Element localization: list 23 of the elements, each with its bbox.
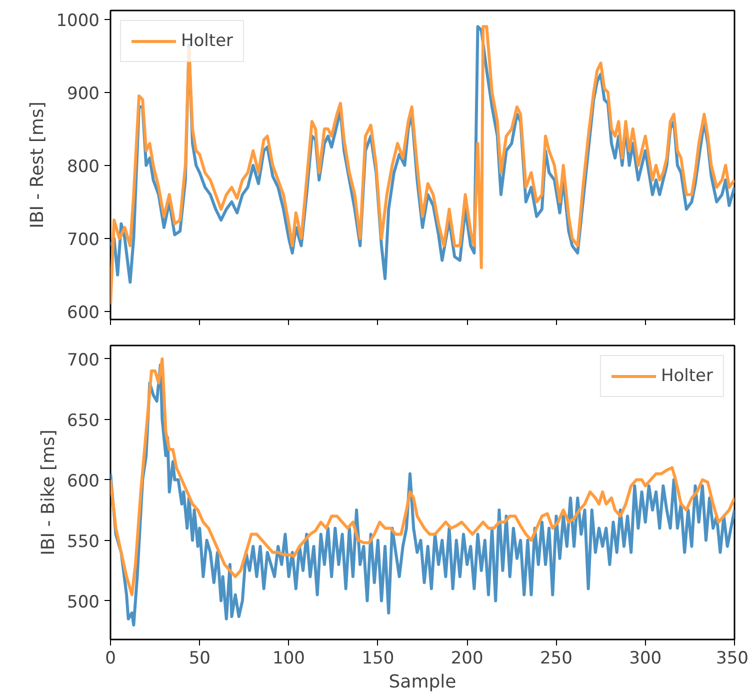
legend-label: Holter — [660, 366, 713, 386]
y-tick-label: 650 — [67, 410, 100, 431]
x-tick-label: 0 — [105, 648, 116, 668]
x-axis-title: Sample — [388, 672, 456, 692]
y-tick-label: 900 — [67, 84, 100, 104]
y-tick-label: 800 — [67, 156, 100, 177]
y-tick-label: 700 — [67, 350, 100, 370]
y-tick-label: 1000 — [56, 10, 100, 31]
x-tick-label: 350 — [716, 648, 748, 668]
y-axis-title: IBI - Bike [ms] — [38, 430, 60, 556]
x-tick-label: 250 — [540, 648, 572, 668]
y-tick-label: 600 — [67, 471, 100, 492]
x-tick-label: 50 — [188, 648, 210, 668]
legend-label: Holter — [181, 31, 234, 51]
y-tick-label: 600 — [67, 302, 100, 323]
x-tick-label: 150 — [362, 648, 394, 668]
y-tick-label: 550 — [67, 532, 100, 552]
x-tick-label: 200 — [450, 648, 484, 668]
y-axis-title: IBI - Rest [ms] — [27, 102, 48, 228]
x-tick-label: 300 — [629, 648, 662, 668]
y-tick-label: 500 — [67, 592, 100, 612]
x-tick-label: 100 — [272, 648, 306, 668]
y-tick-label: 700 — [67, 230, 100, 250]
